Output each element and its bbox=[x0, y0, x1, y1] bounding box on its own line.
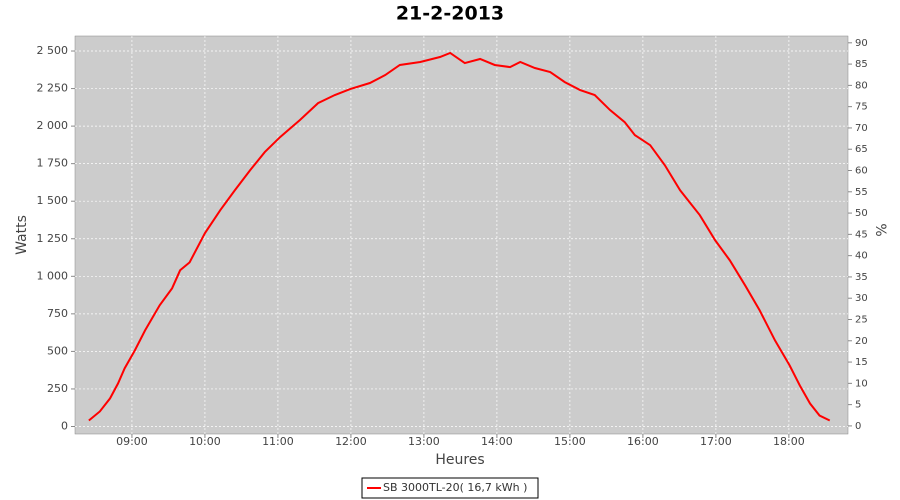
y-tick-label: 500 bbox=[47, 344, 68, 357]
y2-tick-label: 60 bbox=[855, 166, 868, 177]
y-tick-label: 250 bbox=[47, 382, 68, 395]
x-tick-label: 10:00 bbox=[189, 435, 221, 448]
y2-tick-label: 25 bbox=[855, 314, 868, 325]
x-tick-label: 14:00 bbox=[481, 435, 513, 448]
y2-tick-label: 50 bbox=[855, 208, 868, 219]
y2-tick-label: 5 bbox=[855, 400, 861, 411]
data-line bbox=[88, 51, 831, 422]
y-tick-label: 2 250 bbox=[37, 82, 69, 95]
y2-tick-label: 40 bbox=[855, 251, 868, 262]
y2-tick-label: 90 bbox=[855, 38, 868, 49]
y2-tick-label: 85 bbox=[855, 59, 868, 70]
legend-label: SB 3000TL-20( 16,7 kWh ) bbox=[383, 481, 527, 494]
y-tick-label: 2 000 bbox=[37, 119, 69, 132]
x-tick-label: 11:00 bbox=[262, 435, 294, 448]
y2-tick-label: 55 bbox=[855, 187, 868, 198]
y2-tick-label: 30 bbox=[855, 293, 868, 304]
y-tick-label: 750 bbox=[47, 307, 68, 320]
y2-tick-label: 80 bbox=[855, 80, 868, 91]
y-tick-label: 1 500 bbox=[37, 194, 69, 207]
y2-tick-label: 75 bbox=[855, 102, 868, 113]
chart-title: 21-2-2013 bbox=[396, 3, 504, 25]
legend bbox=[361, 477, 539, 499]
y2-tick-label: 0 bbox=[855, 421, 861, 432]
y2-tick-label: 15 bbox=[855, 357, 868, 368]
y2-tick-label: 70 bbox=[855, 123, 868, 134]
y2-tick-label: 20 bbox=[855, 336, 868, 347]
x-axis-label: Heures bbox=[435, 452, 484, 468]
y-tick-label: 1 250 bbox=[37, 232, 69, 245]
y-tick-label: 1 000 bbox=[37, 269, 69, 282]
x-tick-label: 15:00 bbox=[554, 435, 586, 448]
x-tick-label: 18:00 bbox=[773, 435, 805, 448]
x-tick-label: 16:00 bbox=[627, 435, 659, 448]
plot-area bbox=[74, 35, 849, 435]
y2-tick-label: 10 bbox=[855, 378, 868, 389]
y2-tick-label: 45 bbox=[855, 229, 868, 240]
x-tick-label: 09:00 bbox=[116, 435, 148, 448]
y-tick-label: 1 750 bbox=[37, 157, 69, 170]
y-tick-label: 2 500 bbox=[37, 44, 69, 57]
y-tick-label: 0 bbox=[61, 419, 68, 432]
x-tick-label: 13:00 bbox=[408, 435, 440, 448]
x-tick-label: 17:00 bbox=[700, 435, 732, 448]
x-tick-label: 12:00 bbox=[335, 435, 367, 448]
y-axis-label: Watts bbox=[14, 215, 30, 255]
y2-tick-label: 35 bbox=[855, 272, 868, 283]
y2-axis-label: % bbox=[872, 223, 888, 236]
y2-tick-label: 65 bbox=[855, 144, 868, 155]
